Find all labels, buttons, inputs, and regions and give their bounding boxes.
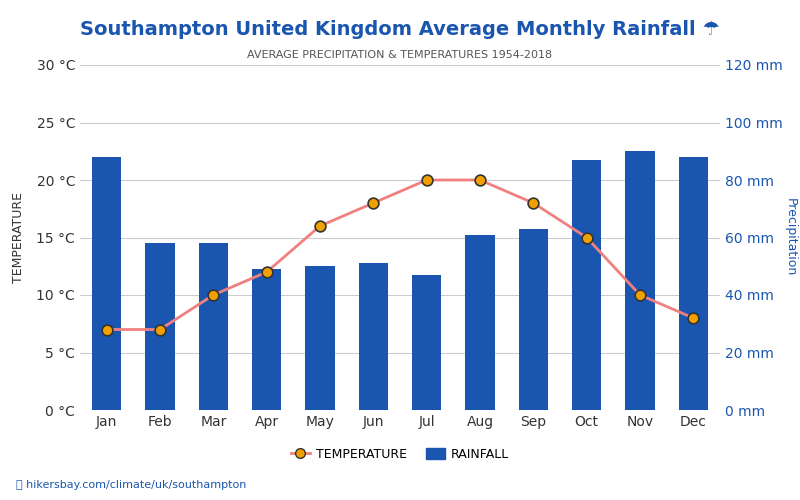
Bar <box>466 234 494 410</box>
Point <box>420 176 433 184</box>
Bar <box>626 151 654 410</box>
Y-axis label: Precipitation: Precipitation <box>783 198 797 276</box>
Point <box>634 291 646 299</box>
Bar <box>678 157 708 410</box>
Point <box>687 314 700 322</box>
Point <box>207 291 220 299</box>
Bar <box>518 229 548 410</box>
Bar <box>252 269 282 410</box>
Point <box>527 199 540 207</box>
Text: AVERAGE PRECIPITATION & TEMPERATURES 1954-2018: AVERAGE PRECIPITATION & TEMPERATURES 195… <box>247 50 553 60</box>
Point <box>154 326 166 334</box>
Bar <box>306 266 334 410</box>
Point <box>474 176 486 184</box>
Y-axis label: TEMPERATURE: TEMPERATURE <box>12 192 26 283</box>
Text: Southampton United Kingdom Average Monthly Rainfall ☂: Southampton United Kingdom Average Month… <box>80 20 720 39</box>
Point <box>100 326 113 334</box>
Bar <box>572 160 602 410</box>
Point <box>260 268 273 276</box>
Bar <box>92 157 122 410</box>
Text: ⌕ hikersbay.com/climate/uk/southampton: ⌕ hikersbay.com/climate/uk/southampton <box>16 480 246 490</box>
Legend: TEMPERATURE, RAINFALL: TEMPERATURE, RAINFALL <box>286 443 514 466</box>
Point <box>367 199 380 207</box>
Bar <box>198 244 228 410</box>
Bar <box>146 244 174 410</box>
Bar <box>412 275 442 410</box>
Point <box>580 234 593 241</box>
Bar <box>358 264 388 410</box>
Point <box>314 222 326 230</box>
